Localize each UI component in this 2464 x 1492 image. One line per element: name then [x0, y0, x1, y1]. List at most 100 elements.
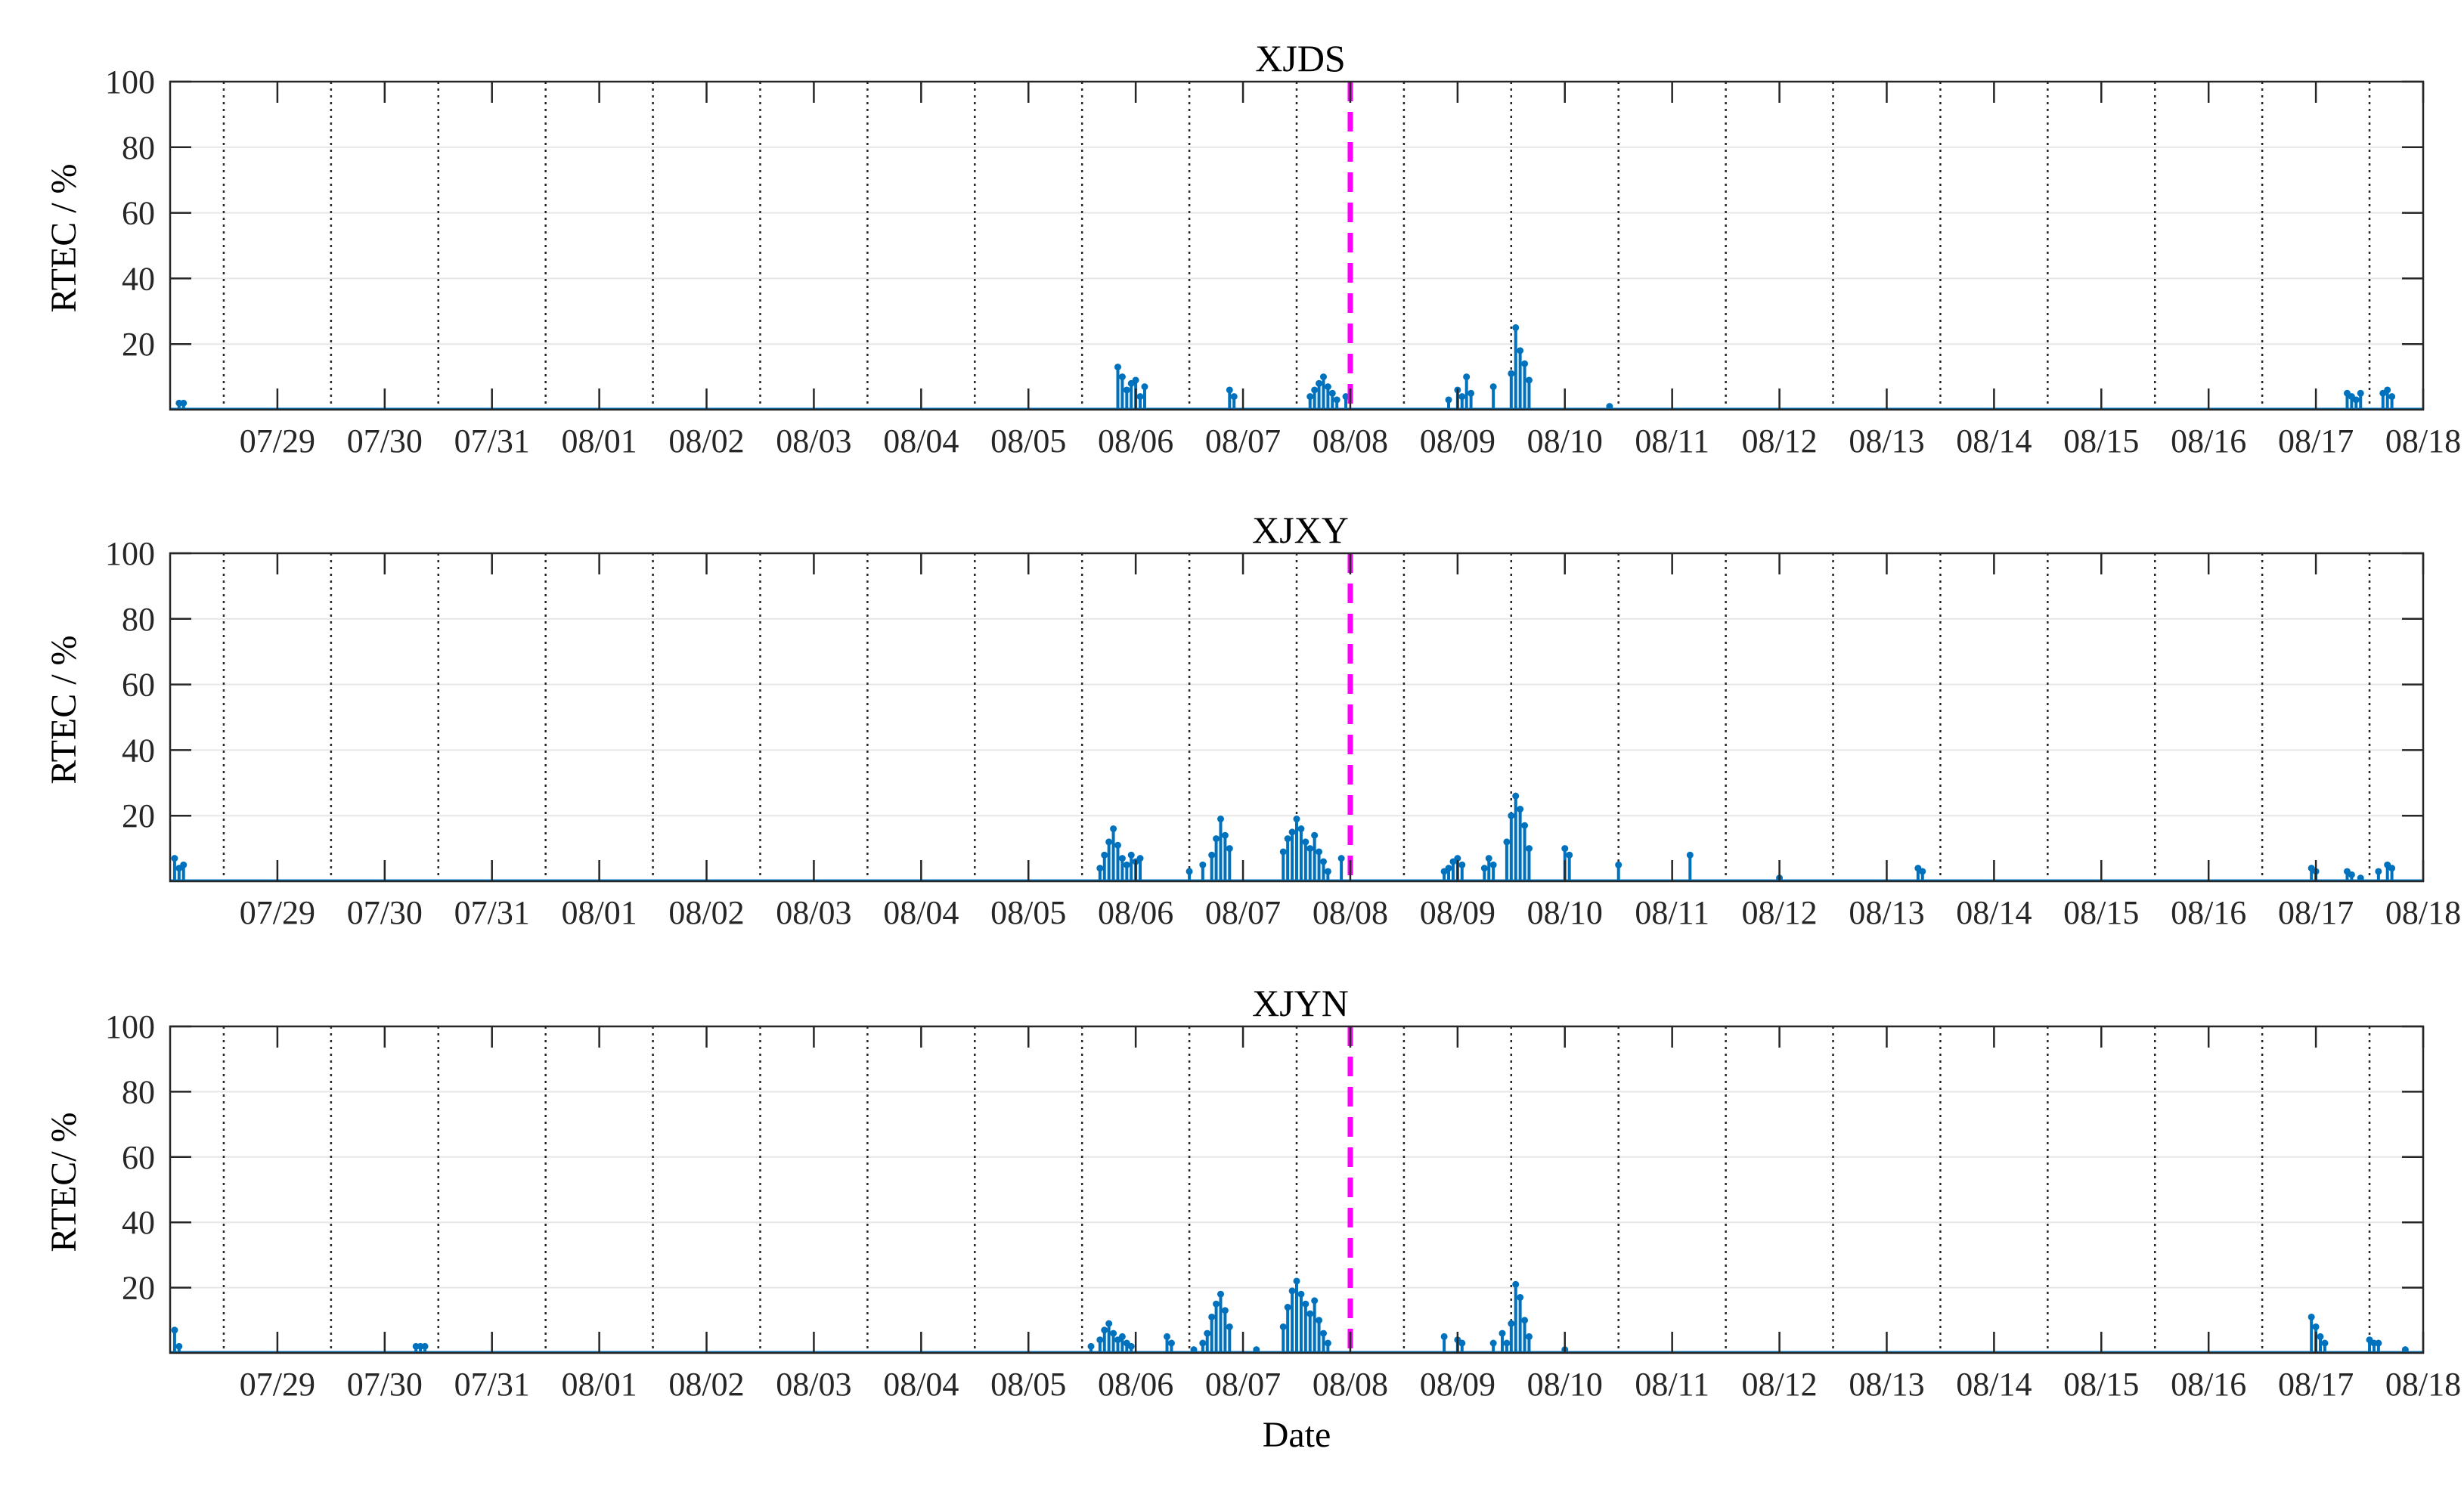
stem-point: [2352, 396, 2360, 404]
stem-point: [2307, 1313, 2315, 1320]
x-tick-label: 08/12: [1741, 894, 1817, 931]
stem-point: [1105, 838, 1113, 846]
stem-point: [1566, 851, 1573, 859]
stem-point: [1606, 403, 1613, 410]
x-tick-label: 08/15: [2063, 894, 2139, 931]
x-tick-label: 07/29: [240, 894, 315, 931]
x-tick-label: 08/12: [1741, 423, 1817, 460]
x-tick-label: 08/02: [668, 423, 744, 460]
stem-point: [1324, 1339, 1331, 1347]
stem-point: [1288, 1287, 1296, 1295]
stem-point: [2375, 1339, 2382, 1347]
stem-point: [1087, 1342, 1095, 1350]
stem-point: [1445, 865, 1452, 872]
y-axis-label: RTEC/ %: [44, 1112, 84, 1252]
stem-point: [1123, 861, 1130, 868]
x-tick-label: 08/18: [2385, 1366, 2461, 1403]
stem-point: [1114, 364, 1121, 371]
x-tick-label: 08/16: [2171, 423, 2246, 460]
chart-title: XJYN: [1252, 982, 1349, 1024]
stem-point: [1226, 386, 1233, 394]
stem-point: [1127, 1342, 1135, 1350]
stem-point: [1226, 845, 1233, 853]
x-tick-label: 07/30: [347, 423, 423, 460]
stem-point: [1306, 1310, 1314, 1317]
stem-point: [1213, 1300, 1220, 1308]
stem-point: [1521, 1317, 1529, 1324]
stem-point: [1186, 868, 1193, 875]
stem-point: [1480, 865, 1488, 872]
x-tick-label: 08/04: [883, 894, 959, 931]
stem-point: [1110, 1329, 1117, 1337]
stem-point: [1468, 389, 1475, 397]
stem-point: [1136, 855, 1144, 862]
x-tick-label: 07/29: [240, 423, 315, 460]
stem-point: [1445, 396, 1452, 404]
stem-point: [1686, 851, 1694, 859]
stem-point: [1096, 1336, 1104, 1344]
stem-point: [1293, 1277, 1300, 1285]
stem-point: [1167, 1339, 1175, 1347]
stem-point: [1306, 393, 1314, 401]
x-tick-label: 08/17: [2278, 423, 2354, 460]
panel-xjxy: 07/29 07/30 07/31 08/01 08/02 08/03 08/04 08/05…: [44, 509, 2461, 931]
stem-point: [1454, 855, 1461, 862]
stem-point: [1306, 845, 1314, 853]
x-tick-label: 08/14: [1956, 1366, 2032, 1403]
x-tick-label: 08/13: [1849, 423, 1924, 460]
stem-point: [1221, 831, 1229, 839]
x-tick-label: 07/31: [454, 894, 530, 931]
x-tick-label: 08/07: [1205, 894, 1281, 931]
stem-point: [1118, 1333, 1126, 1340]
stem-point: [1217, 1290, 1224, 1298]
series: [170, 1277, 2423, 1354]
stem-point: [171, 1326, 178, 1334]
stem-point: [2321, 1339, 2329, 1347]
stem-point: [1489, 383, 1497, 391]
x-tick-label: 08/06: [1098, 423, 1173, 460]
stem-point: [1499, 1329, 1506, 1337]
y-tick-label: 60: [122, 1139, 155, 1176]
stem-point: [1324, 868, 1331, 875]
stem-point: [1311, 386, 1319, 394]
stem-point: [1302, 838, 1309, 846]
x-tick-label: 08/05: [990, 1366, 1066, 1403]
y-tick-label: 60: [122, 195, 155, 232]
stem-point: [1319, 858, 1327, 865]
y-axis-label: RTEC / %: [44, 635, 84, 784]
stem-point: [1279, 848, 1287, 856]
stem-point: [1096, 865, 1104, 872]
x-tick-label: 08/01: [562, 1366, 637, 1403]
stem-point: [1204, 1329, 1211, 1337]
stem-point: [1221, 1307, 1229, 1314]
x-tick-label: 08/08: [1313, 1366, 1388, 1403]
x-tick-label: 08/03: [776, 894, 851, 931]
x-tick-label: 08/02: [668, 894, 744, 931]
stem-point: [1297, 1290, 1305, 1298]
y-tick-label: 20: [122, 1270, 155, 1307]
stem-point: [1561, 845, 1569, 853]
stem-point: [1508, 1320, 1515, 1327]
x-tick-label: 08/05: [990, 894, 1066, 931]
stem-point: [1293, 816, 1300, 823]
x-tick-label: 08/18: [2385, 894, 2461, 931]
stem-point: [1919, 868, 1926, 875]
stem-point: [2348, 871, 2355, 878]
stem-point: [2357, 389, 2364, 397]
stem-point: [1319, 373, 1327, 381]
stem-point: [1101, 1326, 1108, 1334]
x-tick-label: 08/14: [1956, 423, 2032, 460]
stem-point: [1316, 379, 1323, 387]
x-tick-label: 08/16: [2171, 894, 2246, 931]
stem-point: [1217, 816, 1224, 823]
stem-point: [180, 399, 188, 407]
x-tick-label: 08/09: [1420, 423, 1495, 460]
stem-point: [1517, 1294, 1524, 1302]
stem-point: [1311, 1297, 1319, 1305]
stem-point: [1508, 370, 1515, 377]
stem-point: [1521, 822, 1529, 829]
x-tick-label: 07/30: [347, 894, 423, 931]
y-tick-label: 100: [105, 1008, 155, 1045]
y-axis-label: RTEC / %: [44, 163, 84, 312]
stem-point: [1319, 1329, 1327, 1337]
